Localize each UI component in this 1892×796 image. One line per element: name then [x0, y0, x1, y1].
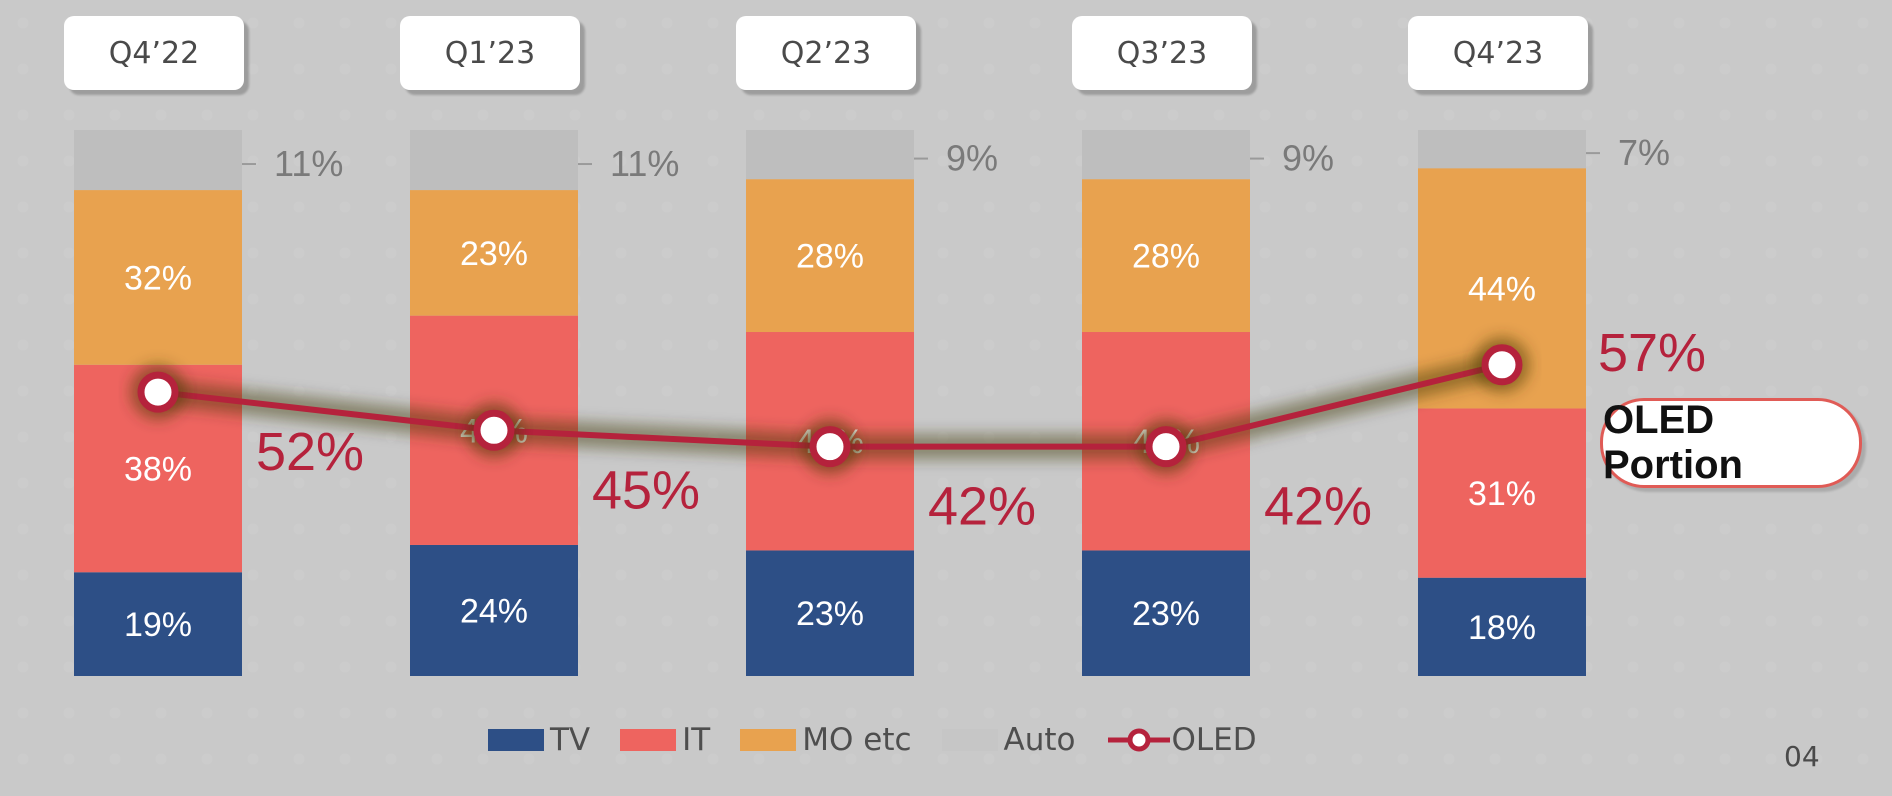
- oled-value-label-1: 45%: [592, 460, 700, 520]
- data-label-tv-1: 24%: [460, 592, 528, 630]
- bar-segment-tv-1: [410, 544, 578, 676]
- data-label-tv-0: 19%: [124, 606, 192, 644]
- data-label-auto-3: 9%: [1282, 138, 1334, 179]
- data-label-auto-2: 9%: [946, 138, 998, 179]
- legend-label-tv: TV: [550, 722, 591, 758]
- oled-marker-1: [473, 409, 515, 451]
- data-label-auto-1: 11%: [610, 143, 679, 184]
- oled-marker-4: [1481, 344, 1523, 386]
- data-label-mo-etc-2: 28%: [796, 238, 864, 276]
- quarter-label-3: Q3’23: [1072, 16, 1252, 90]
- bar-segment-it-4: [1418, 408, 1586, 578]
- quarter-label-4: Q4’23: [1408, 16, 1588, 90]
- bar-segment-tv-4: [1418, 577, 1586, 676]
- legend-label-auto: Auto: [1003, 722, 1076, 758]
- data-label-auto-4: 7%: [1618, 132, 1670, 173]
- legend-item-it: IT: [620, 722, 710, 758]
- legend-label-it: IT: [682, 722, 711, 758]
- data-label-tv-3: 23%: [1132, 595, 1200, 633]
- oled-marker-3: [1145, 426, 1187, 468]
- data-label-it-4: 31%: [1468, 475, 1536, 513]
- bar-segment-auto-1: [410, 130, 578, 191]
- bar-segment-tv-3: [1082, 550, 1250, 676]
- data-label-tv-4: 18%: [1468, 609, 1536, 647]
- oled-value-label-0: 52%: [256, 422, 364, 482]
- data-label-auto-0: 11%: [274, 143, 343, 184]
- bar-segment-mo-etc-3: [1082, 179, 1250, 333]
- oled-marker-2: [809, 426, 851, 468]
- data-label-mo-etc-4: 44%: [1468, 270, 1536, 308]
- legend-swatch-it: [620, 729, 677, 751]
- data-label-mo-etc-1: 23%: [460, 235, 528, 273]
- bar-segment-auto-0: [74, 130, 242, 191]
- legend-swatch-oled: [1107, 728, 1170, 752]
- data-label-it-0: 38%: [124, 451, 192, 489]
- quarter-label-2: Q2’23: [736, 16, 916, 90]
- bar-segment-mo-etc-1: [410, 190, 578, 316]
- quarter-label-0: Q4’22: [64, 16, 244, 90]
- page-number: 04: [1784, 740, 1820, 773]
- data-label-mo-etc-0: 32%: [124, 259, 192, 297]
- legend-label-oled: OLED: [1171, 722, 1257, 758]
- oled-value-label-3: 42%: [1264, 477, 1372, 537]
- legend-item-oled: OLED: [1106, 722, 1257, 758]
- legend-swatch-mo: [740, 729, 797, 751]
- legend-item-auto: Auto: [941, 722, 1076, 758]
- legend-label-mo: MO etc: [802, 722, 912, 758]
- bar-segment-mo-etc-0: [74, 190, 242, 365]
- data-label-tv-2: 23%: [796, 595, 864, 633]
- oled-marker-0: [137, 371, 179, 413]
- legend-swatch-auto: [941, 729, 998, 751]
- oled-portion-badge: OLED Portion: [1600, 398, 1862, 488]
- bar-segment-mo-etc-2: [746, 179, 914, 333]
- data-label-mo-etc-3: 28%: [1132, 238, 1200, 276]
- bar-segment-auto-3: [1082, 130, 1250, 180]
- oled-value-label-2: 42%: [928, 477, 1036, 537]
- legend-swatch-tv: [488, 729, 544, 751]
- legend-item-tv: TV: [488, 722, 590, 758]
- oled-value-label-4: 57%: [1598, 323, 1706, 383]
- bar-segment-auto-4: [1418, 130, 1586, 169]
- legend: TV IT MO etc Auto OLED: [488, 722, 1287, 758]
- bar-segment-auto-2: [746, 130, 914, 180]
- legend-item-mo: MO etc: [740, 722, 912, 758]
- quarter-label-1: Q1’23: [400, 16, 580, 90]
- bar-segment-tv-2: [746, 550, 914, 676]
- bar-segment-tv-0: [74, 572, 242, 676]
